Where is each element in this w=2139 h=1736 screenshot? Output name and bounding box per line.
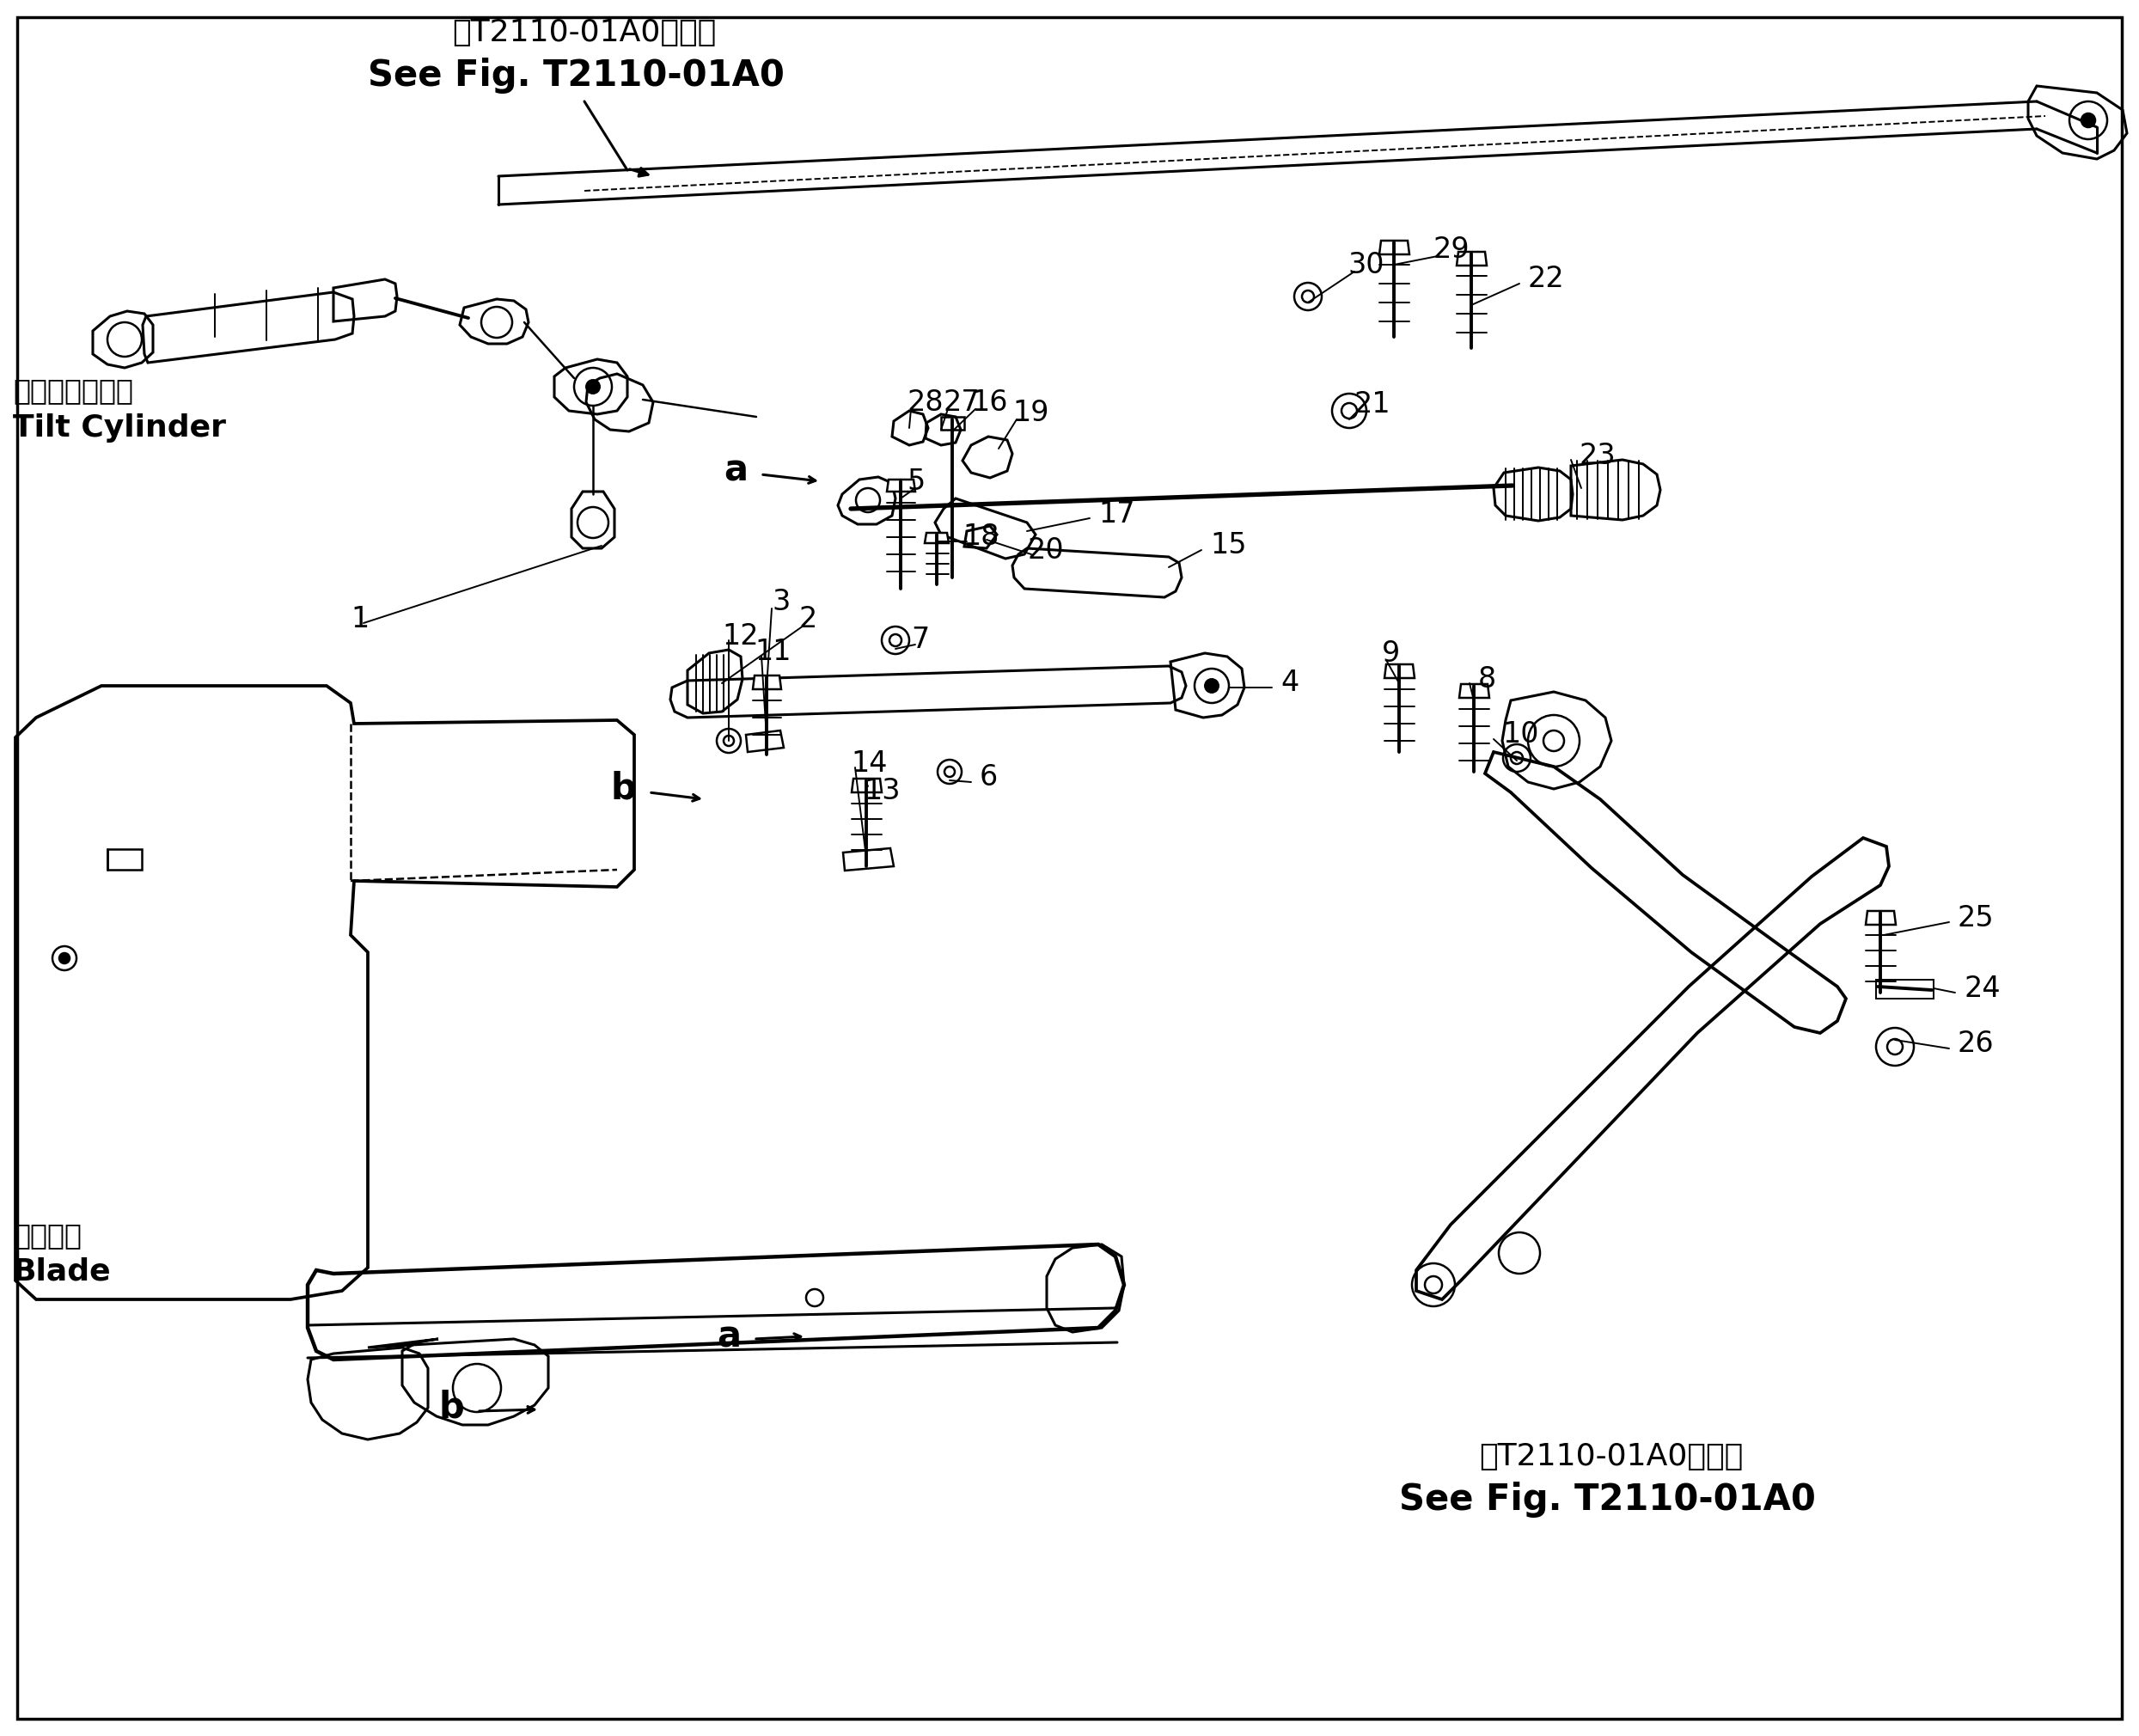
Text: 12: 12 — [721, 621, 759, 651]
Text: 4: 4 — [1281, 668, 1298, 698]
Text: 11: 11 — [755, 637, 791, 665]
Text: 24: 24 — [1964, 974, 2000, 1002]
Text: 26: 26 — [1957, 1029, 1994, 1059]
Circle shape — [60, 953, 71, 963]
Circle shape — [1510, 752, 1523, 764]
Text: 20: 20 — [1027, 536, 1063, 564]
Text: 14: 14 — [851, 748, 888, 778]
Polygon shape — [888, 479, 915, 491]
Text: See Fig. T2110-01A0: See Fig. T2110-01A0 — [368, 57, 785, 94]
Text: 7: 7 — [911, 627, 928, 654]
Circle shape — [1887, 1040, 1904, 1054]
Polygon shape — [747, 731, 783, 752]
Polygon shape — [1459, 684, 1489, 698]
Text: 第T2110-01A0図参照: 第T2110-01A0図参照 — [451, 17, 717, 47]
Circle shape — [1544, 731, 1564, 752]
Text: Tilt Cylinder: Tilt Cylinder — [13, 413, 227, 443]
Text: 15: 15 — [1211, 531, 1247, 561]
Text: 6: 6 — [980, 764, 999, 792]
Polygon shape — [941, 417, 965, 431]
Circle shape — [945, 767, 954, 778]
Text: 21: 21 — [1354, 391, 1390, 418]
Text: 5: 5 — [907, 467, 924, 495]
Text: 2: 2 — [800, 604, 817, 634]
Text: b: b — [610, 771, 635, 807]
Text: 18: 18 — [963, 523, 999, 552]
Text: 23: 23 — [1579, 441, 1617, 470]
Text: 30: 30 — [1348, 250, 1384, 279]
Text: 16: 16 — [971, 389, 1007, 417]
Text: 17: 17 — [1097, 500, 1136, 528]
Circle shape — [2081, 113, 2096, 127]
Text: 第T2110-01A0図参照: 第T2110-01A0図参照 — [1480, 1443, 1743, 1472]
Polygon shape — [1457, 252, 1487, 266]
Text: 3: 3 — [772, 587, 789, 616]
Text: 22: 22 — [1527, 266, 1566, 293]
Circle shape — [586, 380, 599, 394]
Polygon shape — [924, 533, 950, 543]
Text: ブレード: ブレード — [13, 1222, 81, 1250]
Text: 27: 27 — [943, 389, 980, 417]
Text: 9: 9 — [1382, 639, 1401, 667]
Polygon shape — [753, 675, 781, 689]
Text: a: a — [717, 1318, 740, 1354]
Circle shape — [1341, 403, 1356, 418]
Text: 25: 25 — [1957, 904, 1994, 932]
Circle shape — [890, 634, 901, 646]
Text: 13: 13 — [864, 776, 901, 806]
Text: 1: 1 — [351, 604, 368, 634]
Polygon shape — [1380, 241, 1410, 255]
Text: 8: 8 — [1478, 665, 1497, 693]
Text: 19: 19 — [1012, 398, 1048, 427]
Text: チルトシリンダ: チルトシリンダ — [13, 377, 133, 404]
Polygon shape — [851, 779, 881, 792]
Text: a: a — [723, 453, 749, 490]
Text: 10: 10 — [1502, 720, 1538, 748]
Circle shape — [1303, 290, 1313, 302]
Text: 29: 29 — [1433, 234, 1469, 264]
Text: b: b — [438, 1389, 464, 1425]
Polygon shape — [1384, 665, 1414, 679]
Circle shape — [1204, 679, 1219, 693]
Circle shape — [723, 736, 734, 746]
Text: Blade: Blade — [13, 1257, 111, 1286]
Text: See Fig. T2110-01A0: See Fig. T2110-01A0 — [1399, 1481, 1816, 1517]
Polygon shape — [843, 849, 894, 870]
Text: 28: 28 — [907, 389, 943, 417]
Circle shape — [1425, 1276, 1442, 1293]
Polygon shape — [1865, 911, 1895, 925]
